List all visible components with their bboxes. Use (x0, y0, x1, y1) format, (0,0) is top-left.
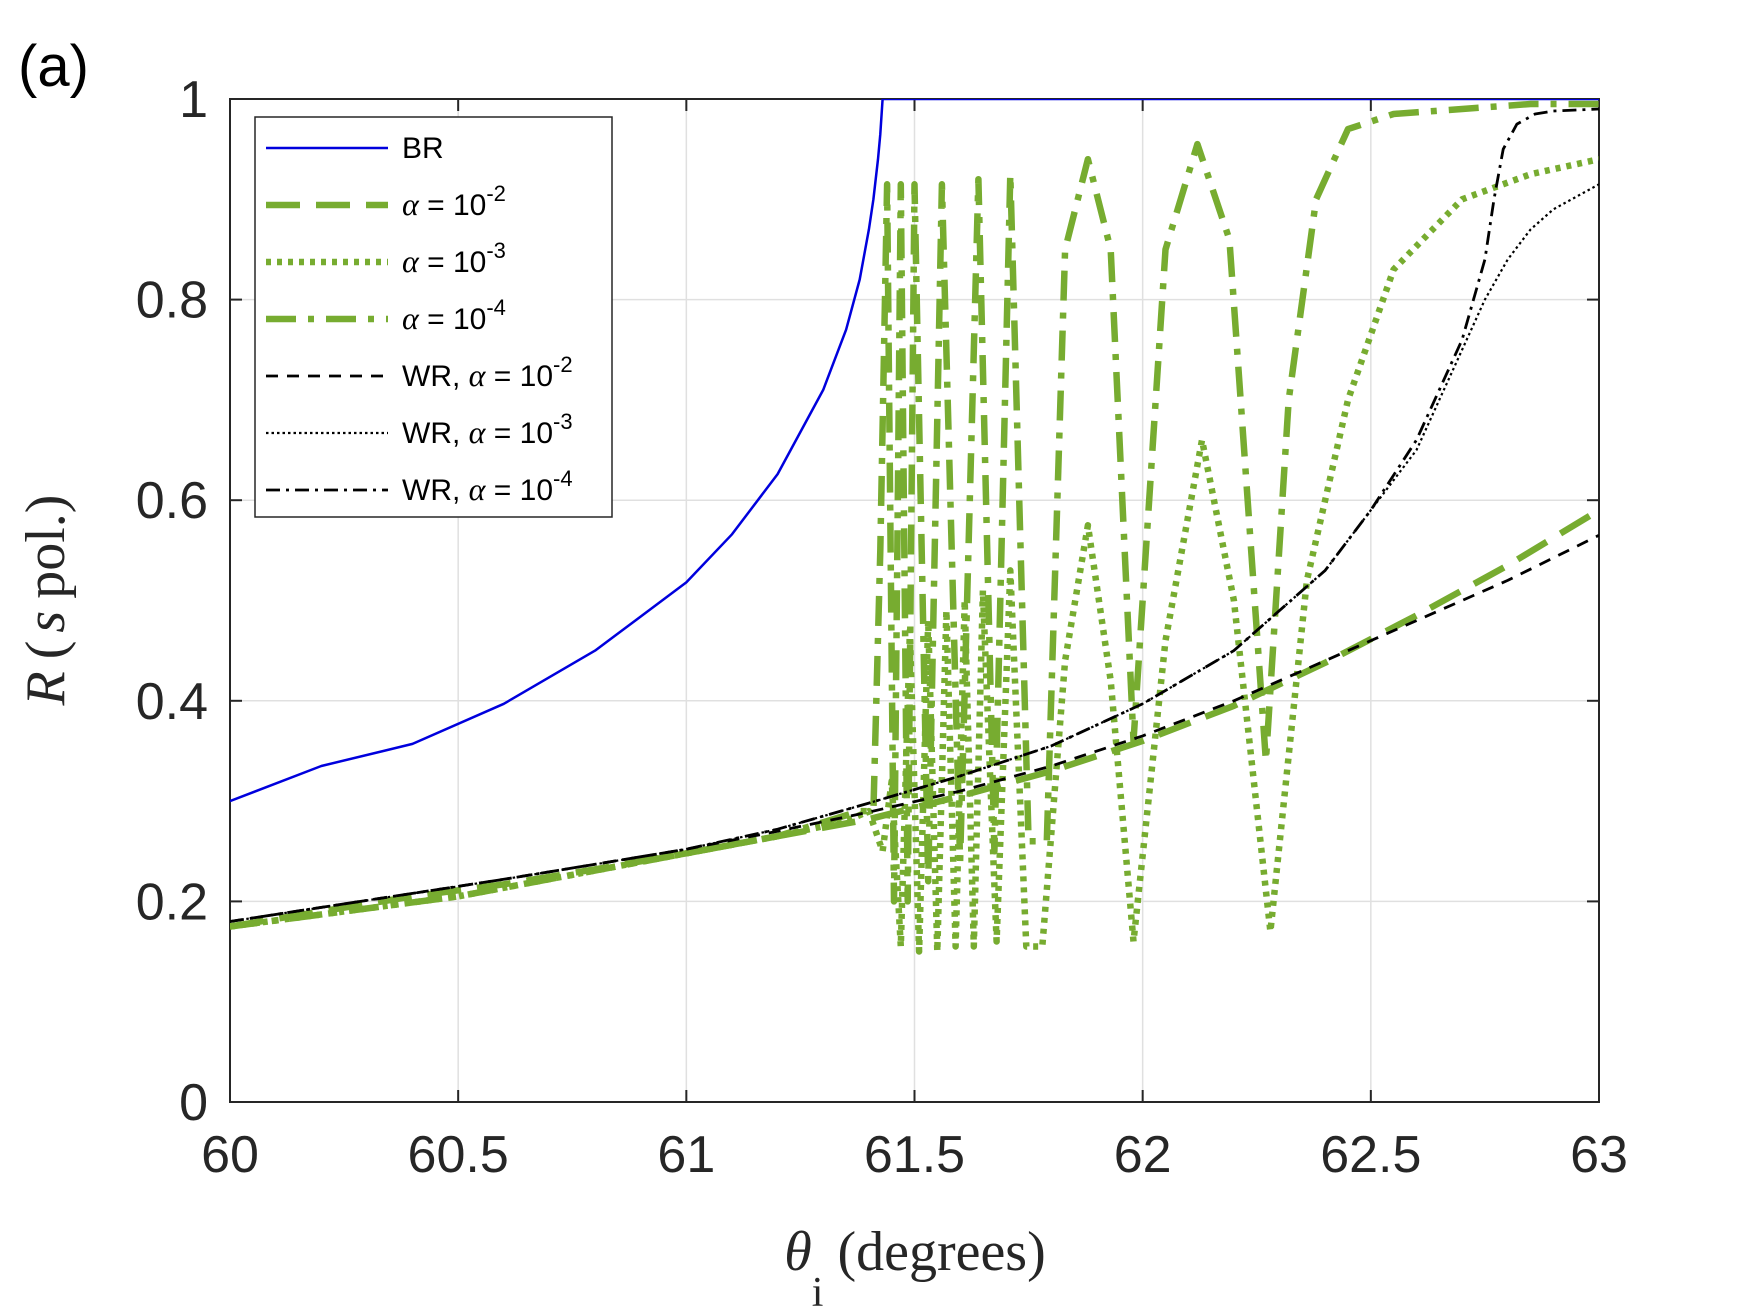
y-axis-label-open: ( (15, 641, 77, 660)
series-line-w1 (230, 534, 1599, 923)
legend-eq: = 10 (485, 474, 553, 507)
axis-ticks: 60 60.5 61 61.5 62 62.5 63 0 0.2 0.4 0.6 0.8 1 (136, 71, 1628, 1184)
y-tick-label: 0.2 (136, 873, 208, 931)
legend-prefix: WR, (402, 417, 469, 450)
legend-exponent: -3 (553, 409, 573, 434)
series-line-a3 (230, 100, 1599, 930)
y-tick-label: 0.8 (136, 272, 208, 330)
y-tick-label: 0.4 (136, 673, 208, 731)
x-axis-label-text: (degrees) (837, 1221, 1045, 1283)
y-tick-label: 0 (179, 1074, 208, 1132)
legend-entry-w3: WR, α = 10-4 (402, 466, 573, 507)
legend-exponent: -3 (486, 238, 506, 263)
series-line-a1 (230, 507, 1599, 930)
legend-entry-w2: WR, α = 10-3 (402, 409, 573, 450)
x-tick-label: 60 (201, 1126, 259, 1184)
legend: BRα = 10-2α = 10-3α = 10-4WR, α = 10-2WR… (254, 116, 613, 518)
legend-exponent: -2 (553, 352, 573, 377)
x-tick-label: 62.5 (1320, 1126, 1421, 1184)
y-axis-label: R ( s pol.) (15, 495, 77, 707)
legend-box (254, 116, 613, 518)
y-tick-label: 1 (179, 71, 208, 129)
y-tick-label: 0.6 (136, 472, 208, 530)
legend-alpha: α (402, 186, 420, 222)
x-tick-label: 61 (657, 1126, 715, 1184)
legend-eq: = 10 (419, 246, 487, 279)
y-axis-label-s: s (15, 611, 77, 633)
panel-label: (a) (18, 34, 89, 99)
x-axis-label-subscript: i (812, 1270, 824, 1313)
series-lines (230, 99, 1599, 955)
y-axis-label-symbol: R (15, 671, 77, 706)
legend-alpha: α (469, 357, 487, 393)
legend-eq: = 10 (485, 417, 553, 450)
legend-exponent: -4 (486, 295, 506, 320)
x-tick-label: 61.5 (864, 1126, 965, 1184)
legend-exponent: -4 (553, 466, 573, 491)
y-axis-label-text: pol.) (15, 495, 77, 599)
x-axis-label: θi (degrees) (784, 1221, 1046, 1313)
x-tick-label: 63 (1570, 1126, 1628, 1184)
legend-prefix: WR, (402, 474, 469, 507)
series-line-w3 (230, 107, 1599, 923)
legend-eq: = 10 (419, 189, 487, 222)
legend-entry-w1: WR, α = 10-2 (402, 352, 573, 393)
legend-exponent: -2 (486, 181, 506, 206)
legend-prefix: BR (402, 132, 444, 165)
x-tick-label: 60.5 (408, 1126, 509, 1184)
series-line-br (230, 99, 1599, 803)
legend-prefix: WR, (402, 360, 469, 393)
legend-entry-a3: α = 10-4 (402, 295, 506, 336)
legend-entry-a1: α = 10-2 (402, 181, 506, 222)
legend-alpha: α (469, 414, 487, 450)
x-tick-label: 62 (1114, 1126, 1172, 1184)
legend-entry-a2: α = 10-3 (402, 238, 506, 279)
legend-entry-br: BR (402, 132, 444, 165)
legend-eq: = 10 (485, 360, 553, 393)
legend-alpha: α (402, 243, 420, 279)
legend-alpha: α (469, 471, 487, 507)
series-line-w2 (230, 183, 1599, 923)
legend-eq: = 10 (419, 303, 487, 336)
x-axis-label-symbol: θ (784, 1221, 812, 1283)
legend-alpha: α (402, 300, 420, 336)
